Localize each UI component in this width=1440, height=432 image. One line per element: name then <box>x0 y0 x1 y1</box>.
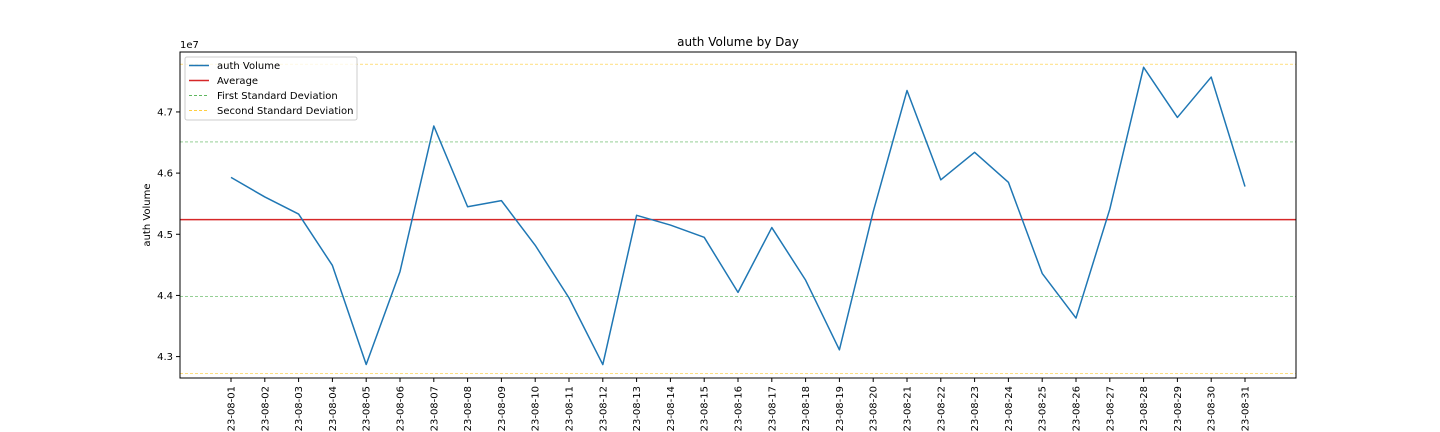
x-tick-label: 23-08-07 <box>429 386 440 431</box>
y-tick-label: 4.4 <box>157 291 173 302</box>
plot-frame <box>179 51 1297 379</box>
x-tick-label: 23-08-20 <box>869 386 880 431</box>
x-tick-label: 23-08-11 <box>565 386 576 431</box>
x-tick-label: 23-08-15 <box>700 386 711 431</box>
y-axis-label: auth Volume <box>142 183 153 246</box>
legend-box <box>184 56 358 121</box>
legend: auth Volume Average First Standard Deviati… <box>184 56 358 121</box>
x-tick-label: 23-08-02 <box>260 386 271 431</box>
x-tick-label: 23-08-12 <box>598 386 609 431</box>
x-tick-label: 23-08-10 <box>531 386 542 431</box>
x-tick-label: 23-08-30 <box>1207 386 1218 431</box>
y-axis-offset-text: 1e7 <box>180 40 199 51</box>
y-tick-label: 4.5 <box>157 230 173 241</box>
x-tick-label: 23-08-22 <box>936 386 947 431</box>
y-tick-label: 4.6 <box>157 169 173 180</box>
y-tick-label: 4.7 <box>157 107 173 118</box>
x-tick-label: 23-08-21 <box>903 386 914 431</box>
legend-label: Second Standard Deviation <box>217 106 353 117</box>
x-tick-label: 23-08-26 <box>1072 386 1083 431</box>
x-tick-label: 23-08-09 <box>497 386 508 431</box>
x-tick-label: 23-08-01 <box>227 386 238 431</box>
x-tick-label: 23-08-17 <box>767 386 778 431</box>
x-tick-label: 23-08-08 <box>463 386 474 431</box>
x-tick-label: 23-08-29 <box>1173 386 1184 431</box>
x-tick-label: 23-08-05 <box>362 386 373 431</box>
legend-label: First Standard Deviation <box>217 91 338 102</box>
x-tick-label: 23-08-27 <box>1105 386 1116 431</box>
x-tick-label: 23-08-13 <box>632 386 643 431</box>
x-axis-ticks: 23-08-01 23-08-02 23-08-03 23-08-04 23-08-05… <box>227 378 1252 431</box>
x-tick-label: 23-08-28 <box>1139 386 1150 431</box>
x-tick-label: 23-08-03 <box>294 386 305 431</box>
x-tick-label: 23-08-19 <box>835 386 846 431</box>
x-tick-label: 23-08-31 <box>1241 386 1252 431</box>
x-tick-label: 23-08-16 <box>734 386 745 431</box>
reference-lines <box>180 63 1296 375</box>
x-tick-label: 23-08-25 <box>1038 386 1049 431</box>
x-tick-label: 23-08-14 <box>666 386 677 431</box>
x-tick-label: 23-08-23 <box>970 386 981 431</box>
series-layer <box>230 66 1246 366</box>
x-tick-label: 23-08-24 <box>1004 386 1015 431</box>
x-tick-label: 23-08-04 <box>328 386 339 431</box>
series-line-auth-volume <box>230 66 1246 366</box>
legend-label: Average <box>217 76 258 87</box>
y-tick-label: 4.3 <box>157 352 173 363</box>
y-axis-ticks: 4.3 4.4 4.5 4.6 4.7 <box>157 107 180 363</box>
chart-title: auth Volume by Day <box>677 35 799 49</box>
x-tick-label: 23-08-18 <box>801 386 812 431</box>
x-tick-label: 23-08-06 <box>396 386 407 431</box>
legend-label: auth Volume <box>217 61 280 72</box>
